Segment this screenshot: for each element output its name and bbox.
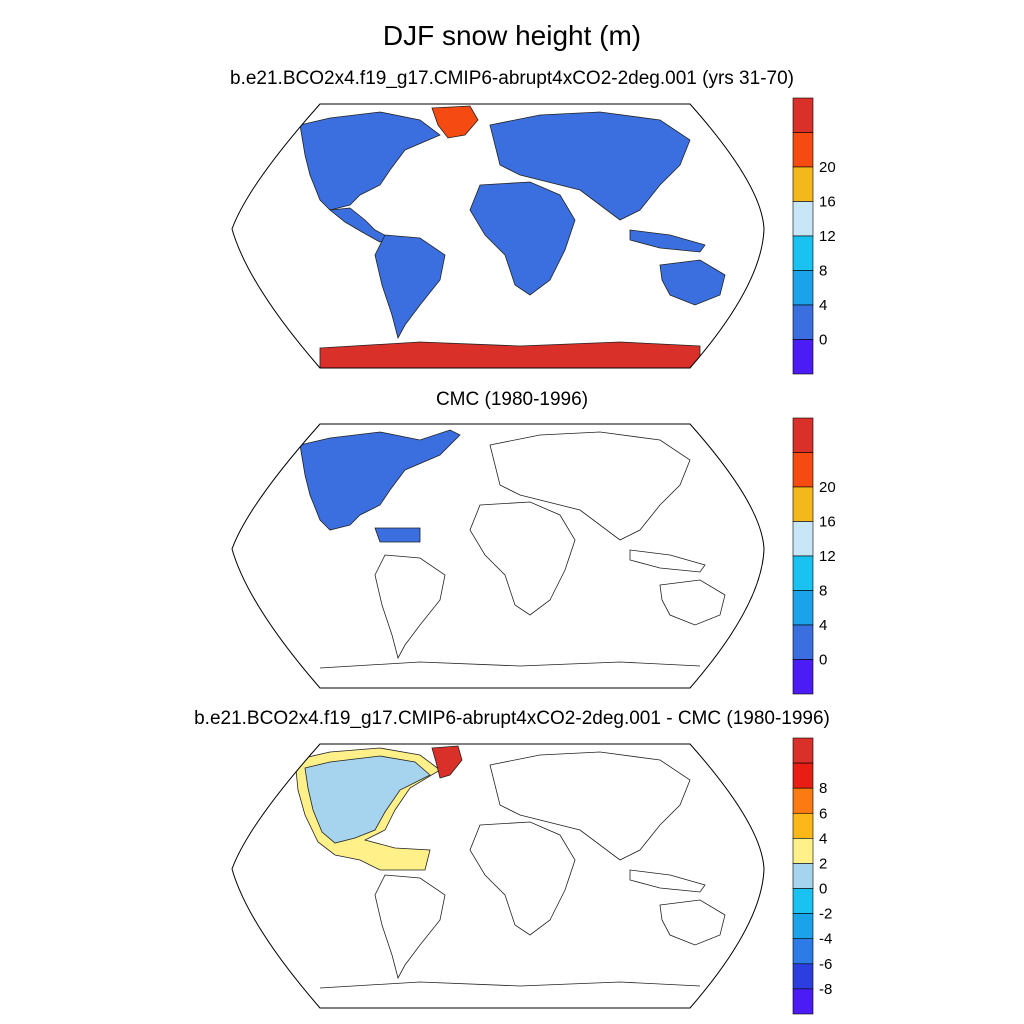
panel-3-title: b.e21.BCO2x4.f19_g17.CMIP6-abrupt4xCO2-2… bbox=[194, 708, 830, 729]
africa-outline bbox=[469, 821, 576, 936]
south-america-snow bbox=[374, 234, 446, 340]
colorbar-tick-label: 4 bbox=[819, 830, 827, 847]
colorbar-tick-label: 8 bbox=[819, 583, 827, 600]
colorbar-swatch bbox=[792, 201, 814, 237]
colorbar-swatch bbox=[792, 812, 814, 839]
map-outline bbox=[231, 743, 765, 1009]
panel-2-title: CMC (1980-1996) bbox=[435, 389, 589, 410]
panel-1-title: b.e21.BCO2x4.f19_g17.CMIP6-abrupt4xCO2-2… bbox=[230, 68, 794, 89]
eurasia-outline bbox=[489, 431, 691, 541]
australia-outline bbox=[659, 899, 726, 946]
colorbar-tick-label: 2 bbox=[819, 855, 827, 872]
colorbar-tick-label: 16 bbox=[819, 514, 836, 531]
map-panel-model: 0 4 8 12 16 20 bbox=[231, 97, 836, 375]
colorbar-swatch bbox=[792, 988, 814, 1015]
north-america-southern-band bbox=[374, 527, 421, 543]
colorbar-swatch bbox=[792, 863, 814, 889]
colorbar-tick-label: 16 bbox=[819, 194, 836, 211]
central-america-snow bbox=[328, 207, 391, 243]
eurasia-outline bbox=[489, 751, 691, 861]
colorbar-swatch bbox=[792, 486, 814, 522]
antarctica-snow bbox=[319, 341, 701, 368]
colorbar-tick-label: 20 bbox=[819, 159, 836, 176]
colorbar-tick-label: 0 bbox=[819, 881, 827, 898]
antarctica-outline bbox=[319, 661, 701, 669]
colorbar-2: 0 4 8 12 16 20 bbox=[792, 417, 836, 695]
colorbar-tick-label: 8 bbox=[819, 263, 827, 280]
antarctica-outline bbox=[319, 981, 701, 989]
greenland-snow-difference bbox=[431, 745, 463, 779]
colorbar-tick-label: 12 bbox=[819, 228, 836, 245]
colorbar-tick-label: 12 bbox=[819, 548, 836, 565]
colorbar-swatch bbox=[792, 624, 814, 660]
colorbar-swatch bbox=[792, 888, 814, 914]
colorbar-swatch bbox=[792, 452, 814, 488]
colorbar-tick-label: 20 bbox=[819, 479, 836, 496]
australia-snow bbox=[659, 259, 726, 306]
colorbar-tick-label: -6 bbox=[819, 956, 832, 973]
colorbar-swatch bbox=[792, 913, 814, 940]
colorbar-swatch bbox=[792, 417, 814, 453]
colorbar-tick-label: -4 bbox=[819, 931, 832, 948]
colorbar-swatch bbox=[792, 97, 814, 133]
colorbar-tick-label: -2 bbox=[819, 906, 832, 923]
africa-outline bbox=[469, 501, 576, 616]
north-america-snow bbox=[299, 429, 461, 531]
colorbar-tick-label: 8 bbox=[819, 780, 827, 797]
colorbar-tick-label: 4 bbox=[819, 617, 827, 634]
colorbar-1: 0 4 8 12 16 20 bbox=[792, 97, 836, 375]
colorbar-swatch bbox=[792, 938, 814, 965]
southeast-asia-outline bbox=[629, 549, 706, 573]
colorbar-tick-label: 0 bbox=[819, 332, 827, 349]
north-america-snow-difference bbox=[304, 755, 431, 844]
colorbar-swatch bbox=[792, 270, 814, 306]
colorbar-tick-label: 4 bbox=[819, 297, 827, 314]
north-america-snow bbox=[299, 111, 441, 211]
colorbar-tick-label: 0 bbox=[819, 652, 827, 669]
southeast-asia-outline bbox=[629, 869, 706, 893]
greenland-snow bbox=[431, 105, 479, 139]
south-america-outline bbox=[374, 874, 446, 980]
colorbar-swatch bbox=[792, 521, 814, 557]
africa-snow bbox=[469, 181, 576, 296]
colorbar-swatch bbox=[792, 762, 814, 789]
southeast-asia-snow bbox=[629, 229, 706, 253]
figure-title: DJF snow height (m) bbox=[382, 20, 642, 51]
colorbar-swatch bbox=[792, 555, 814, 591]
colorbar-tick-label: 6 bbox=[819, 805, 827, 822]
colorbar-swatch bbox=[792, 132, 814, 168]
south-america-outline bbox=[374, 554, 446, 660]
colorbar-swatch bbox=[792, 590, 814, 626]
colorbar-swatch bbox=[792, 737, 814, 764]
colorbar-swatch bbox=[792, 339, 814, 375]
australia-outline bbox=[659, 579, 726, 626]
map-panel-difference: -8 -6 -4 -2 0 2 4 6 8 bbox=[231, 737, 832, 1015]
colorbar-3: -8 -6 -4 -2 0 2 4 6 8 bbox=[792, 737, 832, 1015]
map-outline bbox=[231, 423, 765, 689]
colorbar-swatch bbox=[792, 659, 814, 695]
colorbar-swatch bbox=[792, 787, 814, 814]
eurasia-snow bbox=[489, 111, 691, 221]
colorbar-swatch bbox=[792, 304, 814, 340]
colorbar-swatch bbox=[792, 963, 814, 990]
colorbar-swatch bbox=[792, 235, 814, 271]
colorbar-swatch bbox=[792, 838, 814, 864]
map-outline bbox=[231, 103, 765, 369]
map-panel-observations: 0 4 8 12 16 20 bbox=[231, 417, 836, 695]
colorbar-tick-label: -8 bbox=[819, 981, 832, 998]
colorbar-swatch bbox=[792, 166, 814, 202]
